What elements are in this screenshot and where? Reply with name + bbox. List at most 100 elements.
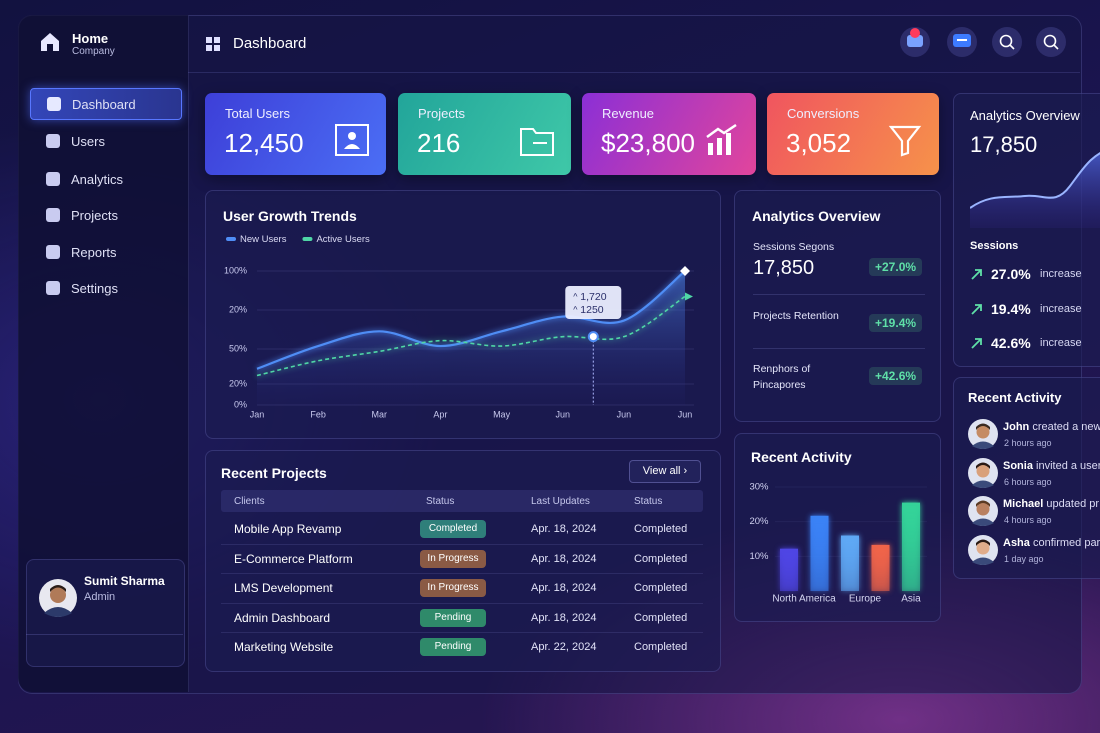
icon-shape <box>46 208 60 222</box>
analytics-overview-panel: Analytics Overview Sessions Segons 17,850… <box>734 190 941 422</box>
view-all-button[interactable]: View all › <box>629 460 701 483</box>
nav-label: Settings <box>71 280 118 296</box>
user-role: Admin <box>84 591 116 603</box>
status-pill: Pending <box>420 608 486 627</box>
state: Completed <box>634 582 688 594</box>
client-name: Marketing Website <box>234 640 334 654</box>
series-line <box>256 270 686 370</box>
side-overview-panel: Analytics Overview 17,850 Sessions 27.0%… <box>953 93 1100 367</box>
x-tick-label: Jan <box>250 409 265 419</box>
status-pill: Completed <box>420 520 486 538</box>
panel-title: Analytics Overview <box>752 208 881 224</box>
activity-action: created a new <box>1032 421 1100 433</box>
activity-feed-panel: Recent Activity John created a new 2 hour… <box>953 377 1100 579</box>
x-tick-label: Mar <box>372 409 388 419</box>
activity-text: Michael updated pr <box>1003 498 1099 510</box>
activity-name: Asha <box>1003 536 1030 549</box>
stat-icon <box>520 128 554 156</box>
x-tick-label: Apr <box>433 409 447 419</box>
nav-item[interactable]: Dashboard <box>30 88 182 120</box>
icon-shape <box>46 245 60 259</box>
stat-icon <box>706 123 737 155</box>
nav-item[interactable]: Users <box>30 126 180 156</box>
column-header: Clients <box>234 496 265 507</box>
activity-text: John created a new <box>1003 421 1100 433</box>
bar-chart: 30% 20% 10% North America Europe Asia <box>749 482 927 605</box>
activity-avatar <box>968 457 998 488</box>
activity-name: Michael <box>1003 498 1044 510</box>
activity-action: invited a user <box>1036 459 1100 472</box>
column-header: Status <box>426 496 455 507</box>
button-label: View all <box>642 465 681 477</box>
state: Completed <box>634 552 688 565</box>
table-header-row <box>221 490 703 512</box>
legend-swatch <box>226 237 236 241</box>
panel-title: Recent Activity <box>968 390 1062 405</box>
end-marker <box>685 292 693 301</box>
tooltip-box <box>565 286 622 319</box>
nav-icon <box>46 134 60 148</box>
panel-title: Recent Projects <box>221 465 327 481</box>
tooltip-value: 1,720 <box>580 291 606 303</box>
last-update: Apr. 18, 2024 <box>531 582 597 594</box>
metric-label: Renphors of Pincapores <box>753 363 811 391</box>
nav-item[interactable]: Settings <box>30 273 180 303</box>
nav-icon <box>47 97 61 111</box>
metric-change: +42.6% <box>869 367 923 385</box>
row-label: increase <box>1040 337 1082 349</box>
activity-text: Asha confirmed par <box>1003 537 1100 549</box>
bar <box>902 502 920 591</box>
state: Completed <box>634 611 688 624</box>
icon-shape <box>46 134 60 148</box>
grid-icon <box>206 37 220 51</box>
stat-card: Projects 216 <box>398 93 571 175</box>
divider <box>753 294 925 295</box>
stat-label: Revenue <box>602 106 655 121</box>
activity-time: 6 hours ago <box>1004 476 1052 487</box>
icon-shape <box>47 97 61 111</box>
x-tick-label: Asia <box>901 594 921 605</box>
nav-label: Analytics <box>71 171 124 187</box>
increase-arrow <box>971 303 982 315</box>
column-header: Last Updates <box>531 496 590 507</box>
stat-value: 3,052 <box>786 128 852 158</box>
client-name: LMS Development <box>234 581 333 595</box>
nav-icon <box>46 172 60 186</box>
bar <box>871 544 890 591</box>
nav-icon <box>46 208 60 222</box>
nav-item[interactable]: Reports <box>30 237 180 267</box>
stat-card: Revenue $23,800 <box>582 93 756 175</box>
last-update: Apr. 18, 2024 <box>531 552 597 565</box>
tooltip-arrow: ^ <box>573 304 578 314</box>
user-growth-panel: User Growth Trends 100% 20% 50% 20% 0% Jan Feb… <box>205 190 721 439</box>
stat-label: Total Users <box>225 106 291 121</box>
user-name: Sumit Sharma <box>84 574 165 588</box>
series-area <box>257 271 685 405</box>
activity-name: Sonia <box>1003 459 1033 472</box>
overview-value: 17,850 <box>970 132 1038 157</box>
activity-avatar <box>968 419 998 449</box>
tooltip-point <box>587 331 599 343</box>
last-update: Apr. 22, 2024 <box>531 641 597 653</box>
header-actions[interactable] <box>898 24 1070 60</box>
y-tick-label: 10% <box>749 551 769 562</box>
status-pill: In Progress <box>420 549 486 568</box>
nav-item[interactable]: Analytics <box>30 164 180 194</box>
sparkline <box>970 151 1100 228</box>
y-tick-label: 50% <box>229 343 247 353</box>
bar <box>780 548 798 591</box>
recent-projects-panel: Recent Projects View all › Clients Status… <box>205 450 721 672</box>
status-pill: Pending <box>420 638 486 656</box>
nav-item[interactable]: Projects <box>30 200 180 230</box>
increase-arrow <box>971 338 982 349</box>
legend-label: New Users <box>240 234 287 245</box>
x-tick-label: May <box>493 409 511 419</box>
last-update: Apr. 18, 2024 <box>531 523 597 535</box>
stat-value: 12,450 <box>224 128 304 158</box>
y-tick-label: 100% <box>224 265 247 275</box>
nav-icon <box>46 281 60 295</box>
state: Completed <box>634 523 688 535</box>
home-icon <box>41 33 59 51</box>
header <box>188 15 1080 73</box>
row-label: increase <box>1040 302 1082 315</box>
